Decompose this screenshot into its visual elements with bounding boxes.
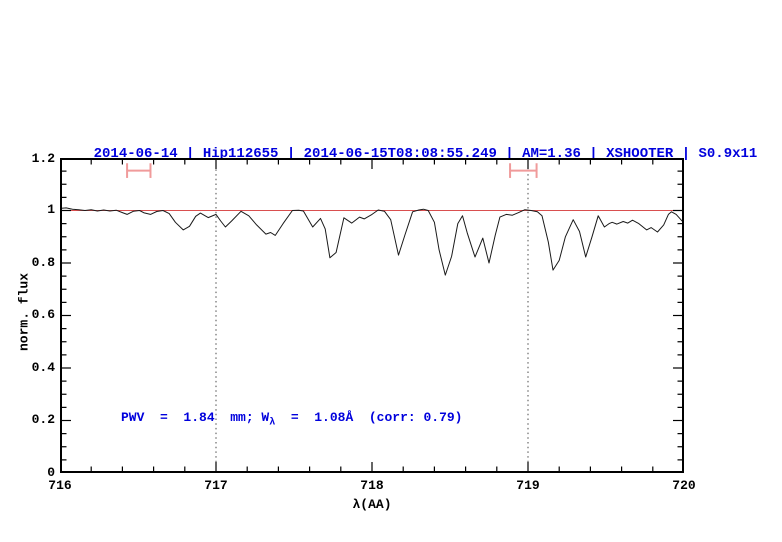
x-tick-label-718: 718 (360, 478, 384, 493)
pwv-annotation-prefix: PWV = 1.84 mm; W (121, 410, 270, 425)
y-tick-label-0.8: 0.8 (31, 255, 55, 270)
y-tick-label-0.6: 0.6 (31, 307, 55, 322)
pwv-annotation-suffix: = 1.08Å (corr: 0.79) (275, 410, 463, 425)
x-tick-label-720: 720 (672, 478, 696, 493)
plot-area: PWV = 1.84 mm; Wλ = 1.08Å (corr: 0.79) (60, 158, 684, 473)
y-tick-label-0: 0 (47, 465, 55, 480)
x-axis-label: λ(AA) (352, 497, 392, 512)
spectrum-svg (60, 158, 684, 473)
x-tick-label-719: 719 (516, 478, 540, 493)
y-tick-label-0.4: 0.4 (31, 360, 55, 375)
spectrum-line (60, 207, 684, 276)
y-tick-label-0.2: 0.2 (31, 412, 55, 427)
x-tick-label-716: 716 (48, 478, 72, 493)
plot-frame (60, 158, 684, 473)
y-tick-label-1: 1 (47, 202, 55, 217)
y-tick-label-1.2: 1.2 (31, 151, 55, 166)
pwv-annotation: PWV = 1.84 mm; Wλ = 1.08Å (corr: 0.79) (121, 410, 462, 429)
x-tick-label-717: 717 (204, 478, 228, 493)
pwv-annotation-lambda-subscript: λ (269, 417, 276, 429)
